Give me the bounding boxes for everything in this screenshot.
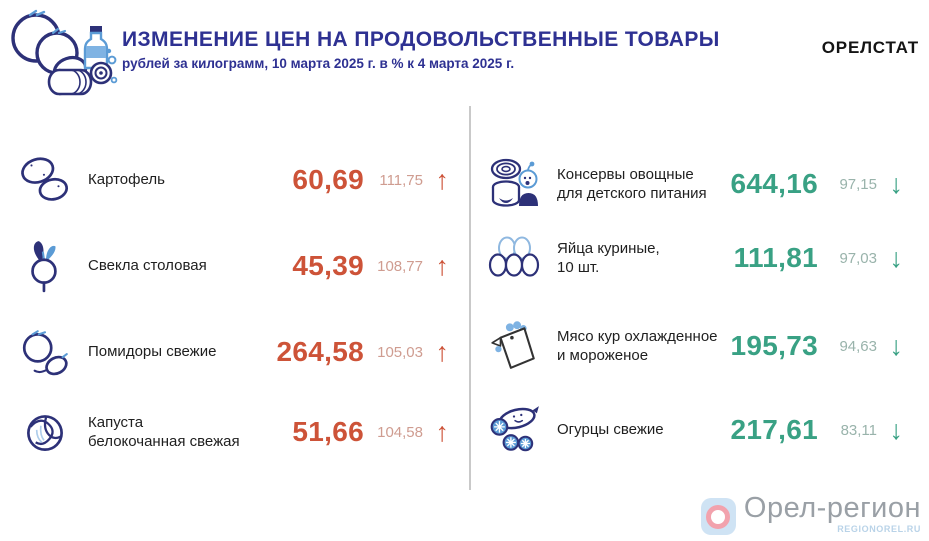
percent-value: 111,75: [379, 171, 423, 189]
product-row-cabbage: Капуста белокочанная свежая 51,66 104,58…: [0, 392, 469, 472]
site-url: REGIONOREL.RU: [837, 524, 921, 534]
price-value: 264,58: [276, 336, 364, 367]
product-row-eggs: Яйца куриные, 10 шт. 111,81 97,03 ↓: [485, 218, 929, 298]
product-label: Мясо кур охлажденное и мороженое: [557, 327, 718, 365]
product-label: Консервы овощные для детского питания: [557, 165, 707, 203]
product-label: Помидоры свежие: [88, 343, 217, 361]
price-value: 51,66: [292, 416, 364, 447]
brand-name: Орел-регион: [743, 492, 921, 524]
product-label: Свекла столовая: [88, 257, 207, 275]
price-value: 217,61: [730, 414, 818, 445]
food-products-icon: [11, 9, 118, 96]
site-watermark: Орел-регион REGIONOREL.RU: [700, 492, 921, 535]
price-value: 644,16: [730, 168, 818, 199]
tomato-icon: [16, 325, 74, 379]
price-value: 45,39: [292, 250, 364, 281]
arrow-up-icon: ↑: [435, 336, 450, 367]
percent-value: 108,77: [377, 257, 423, 275]
orel-region-logo-icon: [700, 498, 736, 535]
column-divider: [469, 106, 471, 490]
cucumber-icon: [485, 403, 543, 457]
arrow-down-icon: ↓: [889, 330, 904, 361]
arrow-down-icon: ↓: [889, 414, 904, 445]
arrow-down-icon: ↓: [889, 242, 904, 273]
product-row-canned-baby-food: Консервы овощные для детского питания 64…: [485, 144, 929, 224]
eggs-icon: [485, 232, 543, 284]
percent-value: 104,58: [377, 423, 423, 441]
product-row-cucumber: Огурцы свежие 217,61 83,11 ↓: [485, 390, 929, 470]
potato-icon: [16, 153, 74, 207]
page-subtitle: рублей за килограмм, 10 марта 2025 г. в …: [122, 56, 515, 71]
product-label: Капуста белокочанная свежая: [88, 413, 240, 451]
percent-value: 83,11: [840, 421, 877, 439]
beet-icon: [16, 239, 74, 293]
chicken-icon: [485, 319, 543, 373]
arrow-up-icon: ↑: [435, 250, 450, 281]
product-row-potato: Картофель 60,69 111,75 ↑: [0, 140, 469, 220]
product-label: Огурцы свежие: [557, 421, 664, 439]
arrow-down-icon: ↓: [889, 168, 904, 199]
product-label: Картофель: [88, 171, 165, 189]
arrow-up-icon: ↑: [435, 416, 450, 447]
product-row-tomato: Помидоры свежие 264,58 105,03 ↑: [0, 312, 469, 392]
price-value: 60,69: [292, 164, 364, 195]
percent-value: 94,63: [839, 337, 877, 355]
page-title: ИЗМЕНЕНИЕ ЦЕН НА ПРОДОВОЛЬСТВЕННЫЕ ТОВАР…: [122, 28, 720, 51]
product-label: Яйца куриные, 10 шт.: [557, 239, 660, 277]
arrow-up-icon: ↑: [435, 164, 450, 195]
price-value: 195,73: [730, 330, 818, 361]
canned-baby-food-icon: [485, 156, 543, 212]
percent-value: 105,03: [377, 343, 423, 361]
agency-name: ОРЕЛСТАТ: [821, 38, 919, 57]
cabbage-icon: [16, 405, 74, 459]
product-row-beet: Свекла столовая 45,39 108,77 ↑: [0, 226, 469, 306]
percent-value: 97,15: [839, 175, 877, 193]
percent-value: 97,03: [839, 249, 877, 267]
product-row-chicken: Мясо кур охлажденное и мороженое 195,73 …: [485, 306, 929, 386]
header-titles: ИЗМЕНЕНИЕ ЦЕН НА ПРОДОВОЛЬСТВЕННЫЕ ТОВАР…: [122, 28, 822, 71]
price-value: 111,81: [733, 242, 818, 273]
